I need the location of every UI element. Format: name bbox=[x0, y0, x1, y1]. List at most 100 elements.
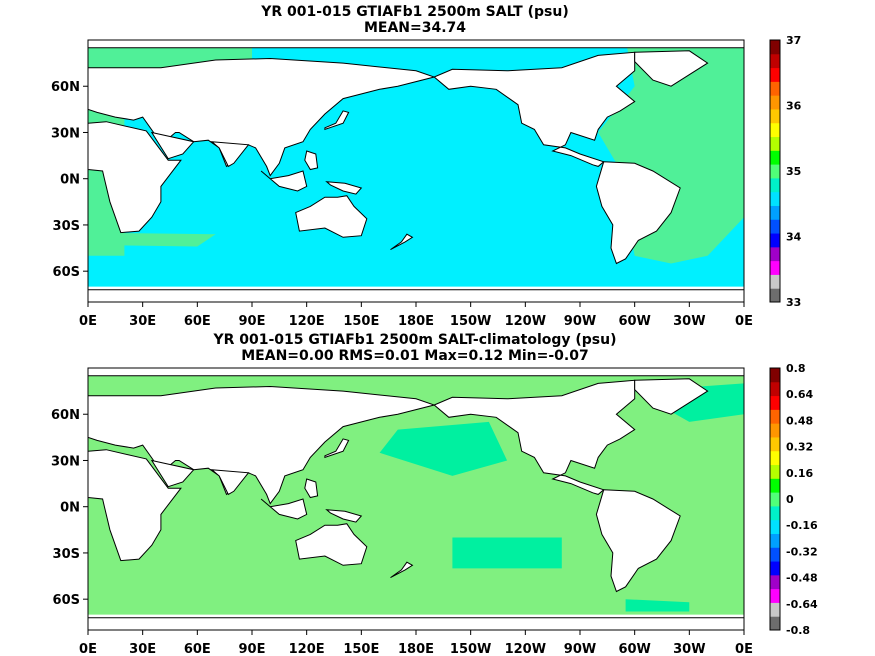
land-mass bbox=[595, 161, 681, 265]
x-tick-label: 60W bbox=[618, 642, 650, 656]
x-tick-label: 30E bbox=[129, 314, 156, 329]
land-mass bbox=[324, 438, 350, 459]
x-tick-label: 180E bbox=[398, 642, 434, 656]
x-tick-label: 60E bbox=[184, 642, 211, 656]
land-mass bbox=[88, 368, 744, 377]
colorbar-swatch bbox=[770, 602, 780, 617]
colorbar-swatch bbox=[770, 246, 780, 262]
land-mass bbox=[88, 40, 744, 49]
colorbar-swatch bbox=[770, 150, 780, 165]
colorbar-swatch bbox=[770, 67, 780, 82]
colorbar-swatch bbox=[770, 423, 780, 438]
x-tick-label: 30W bbox=[673, 642, 705, 656]
colorbar-swatch bbox=[770, 533, 780, 548]
x-tick-label: 0E bbox=[735, 314, 753, 329]
land-mass bbox=[150, 459, 195, 488]
y-tick-label: 30N bbox=[51, 454, 80, 469]
ocean-region bbox=[88, 232, 216, 247]
ocean-region bbox=[379, 421, 508, 476]
colorbar-swatch bbox=[770, 492, 780, 507]
land-mass bbox=[260, 170, 308, 192]
x-tick-label: 150W bbox=[450, 642, 491, 656]
x-tick-label: 0E bbox=[79, 642, 97, 656]
land-mass bbox=[390, 561, 414, 579]
colorbar-swatch bbox=[770, 381, 780, 397]
colorbar-swatch bbox=[770, 136, 780, 151]
ocean-region bbox=[452, 537, 562, 569]
x-tick-label: 30W bbox=[673, 314, 705, 329]
colorbar-swatch bbox=[770, 288, 780, 303]
colorbar-swatch bbox=[770, 395, 780, 410]
map-field-1 bbox=[88, 40, 744, 302]
colorbar-label: 0.64 bbox=[786, 388, 813, 401]
y-tick-label: 60S bbox=[53, 593, 80, 608]
map-field-2 bbox=[88, 368, 744, 630]
colorbar-label: 0 bbox=[786, 493, 794, 506]
colorbar-label: 36 bbox=[786, 100, 802, 113]
land-mass bbox=[433, 51, 636, 167]
colorbar-swatch bbox=[770, 40, 780, 55]
colorbar-swatch bbox=[770, 505, 780, 521]
colorbar-swatch bbox=[770, 561, 780, 576]
colorbar-swatch bbox=[770, 260, 780, 275]
land-mass bbox=[88, 57, 436, 177]
land-mass bbox=[88, 289, 744, 302]
colorbar-swatch bbox=[770, 547, 780, 562]
colorbar-frame bbox=[769, 39, 781, 303]
x-tick-label: 0E bbox=[79, 314, 97, 329]
colorbar-swatch bbox=[770, 122, 780, 138]
land-mass bbox=[304, 478, 319, 499]
land-mass bbox=[634, 378, 709, 415]
land-mass bbox=[150, 131, 195, 160]
colorbar-swatch bbox=[770, 478, 780, 493]
x-tick-label: 180E bbox=[398, 314, 434, 329]
colorbar-swatch bbox=[770, 464, 780, 479]
land-mass bbox=[325, 509, 363, 523]
colorbar-swatch bbox=[770, 574, 780, 590]
x-tick-label: 0E bbox=[735, 642, 753, 656]
y-tick-label: 30N bbox=[51, 126, 80, 141]
colorbar-swatch bbox=[770, 616, 780, 631]
land-mass bbox=[260, 498, 308, 520]
colorbar-swatch bbox=[770, 274, 780, 289]
colorbar-swatch bbox=[770, 368, 780, 383]
land-mass bbox=[324, 110, 350, 131]
colorbar-label: -0.16 bbox=[786, 519, 818, 532]
x-tick-label: 150E bbox=[343, 314, 379, 329]
chart1-subtitle: MEAN=34.74 bbox=[363, 20, 467, 36]
colorbar-swatch bbox=[770, 177, 780, 193]
land-mass bbox=[88, 449, 182, 562]
land-mass bbox=[88, 617, 744, 630]
colorbar-swatch bbox=[770, 219, 780, 234]
x-tick-label: 60E bbox=[184, 314, 211, 329]
land-mass bbox=[390, 233, 414, 251]
colorbar-swatch bbox=[770, 108, 780, 124]
land-mass bbox=[210, 469, 250, 496]
colorbar-swatch bbox=[770, 164, 780, 179]
colorbar-label: -0.64 bbox=[786, 598, 818, 611]
colorbar-swatch bbox=[770, 409, 780, 424]
colorbar-label: 35 bbox=[786, 165, 801, 178]
x-tick-label: 60W bbox=[618, 314, 650, 329]
colorbar-label: -0.48 bbox=[786, 572, 818, 585]
chart2-title: YR 001-015 GTIAFb1 2500m SALT-climatolog… bbox=[213, 332, 617, 348]
x-tick-label: 120E bbox=[289, 314, 325, 329]
colorbar-label: 0.16 bbox=[786, 467, 813, 480]
x-tick-label: 120E bbox=[289, 642, 325, 656]
y-tick-label: 0N bbox=[60, 173, 80, 188]
colorbar-label: 0.8 bbox=[786, 362, 806, 375]
land-mass bbox=[88, 121, 182, 234]
y-tick-label: 0N bbox=[60, 501, 80, 516]
colorbar-label: 0.32 bbox=[786, 441, 813, 454]
colorbar-swatch bbox=[770, 53, 780, 69]
colorbar-swatch bbox=[770, 436, 780, 452]
land-mass bbox=[295, 523, 368, 566]
land-mass bbox=[325, 181, 363, 195]
x-tick-label: 90W bbox=[564, 642, 596, 656]
colorbar-swatch bbox=[770, 233, 780, 248]
colorbar-swatch bbox=[770, 205, 780, 220]
colorbar-swatch bbox=[770, 588, 780, 603]
colorbar-label: -0.8 bbox=[786, 624, 810, 637]
x-tick-label: 90E bbox=[239, 314, 266, 329]
